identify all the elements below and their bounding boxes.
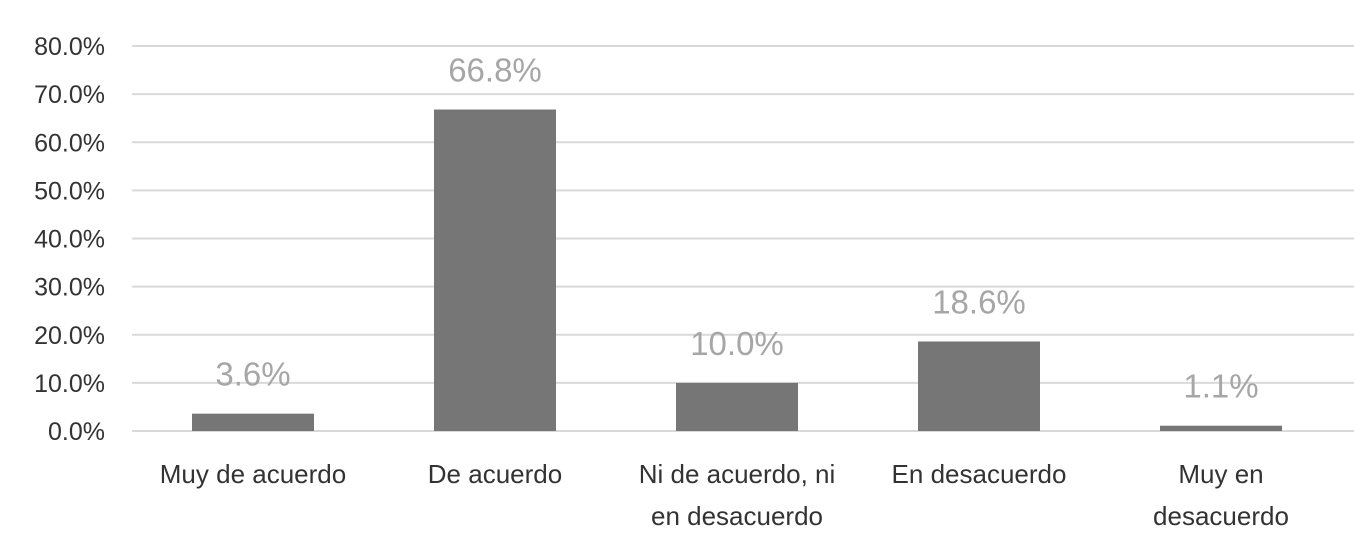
gridlines [132, 45, 1354, 432]
y-tick-label: 40.0% [34, 226, 105, 254]
data-label: 1.1% [1183, 368, 1258, 405]
y-tick-label: 50.0% [34, 177, 105, 205]
y-axis-tick-labels: 0.0% 10.0% 20.0% 30.0% 40.0% 50.0% 60.0% 70.0% 8… [34, 33, 105, 446]
y-tick-label: 60.0% [34, 129, 105, 157]
y-tick-label: 0.0% [48, 418, 105, 446]
data-label: 10.0% [690, 325, 784, 362]
x-axis-category-labels: Muy de acuerdo De acuerdo Ni de acuerdo, n… [160, 459, 1289, 531]
x-category-label: Muy de acuerdo [160, 459, 346, 489]
x-category-label: Muy en desacuerdo [1153, 459, 1289, 531]
x-category-label: En desacuerdo [892, 459, 1067, 489]
data-label: 18.6% [932, 283, 1026, 320]
x-category-label: De acuerdo [428, 459, 562, 489]
bars [192, 109, 1282, 432]
y-tick-label: 80.0% [34, 33, 105, 61]
y-tick-label: 30.0% [34, 274, 105, 302]
data-labels: 3.6% 66.8% 10.0% 18.6% 1.1% [215, 52, 1258, 405]
bar [192, 413, 314, 431]
y-tick-label: 70.0% [34, 81, 105, 109]
bar [1160, 425, 1282, 431]
x-category-label: Ni de acuerdo, ni en desacuerdo [639, 459, 836, 531]
y-tick-label: 10.0% [34, 370, 105, 398]
bar [918, 341, 1040, 431]
data-label: 3.6% [215, 356, 290, 393]
y-tick-label: 20.0% [34, 322, 105, 350]
data-label: 66.8% [448, 52, 542, 89]
bar [434, 109, 556, 432]
bar [676, 382, 798, 431]
